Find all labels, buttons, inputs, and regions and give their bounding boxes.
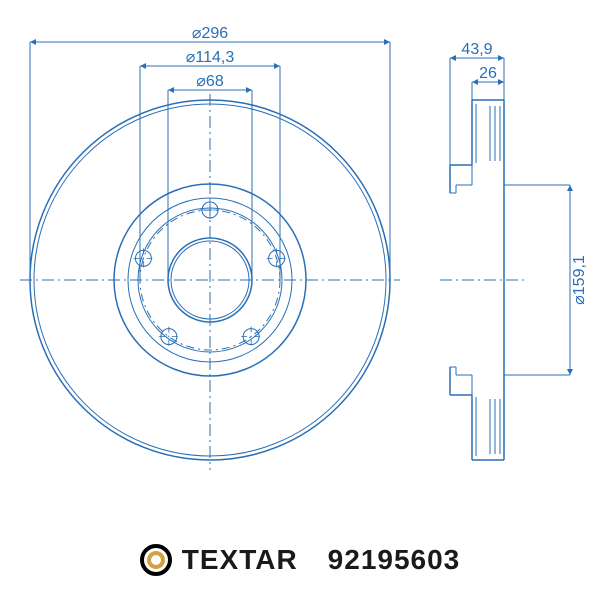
svg-text:⌀296: ⌀296 [192, 25, 228, 42]
svg-text:26: 26 [479, 65, 497, 82]
svg-text:⌀68: ⌀68 [196, 73, 224, 90]
part-number: 92195603 [328, 544, 461, 576]
product-footer: TEXTAR 92195603 [0, 520, 600, 600]
technical-drawing: ⌀296 ⌀114,3 ⌀68 43,9 26 ⌀159,1 [0, 0, 600, 490]
svg-text:⌀159,1: ⌀159,1 [571, 255, 588, 305]
brand-block: TEXTAR [140, 544, 298, 576]
brand-name: TEXTAR [182, 544, 298, 576]
svg-text:43,9: 43,9 [461, 41, 492, 58]
svg-text:⌀114,3: ⌀114,3 [186, 49, 235, 66]
brand-logo-icon [140, 544, 172, 576]
